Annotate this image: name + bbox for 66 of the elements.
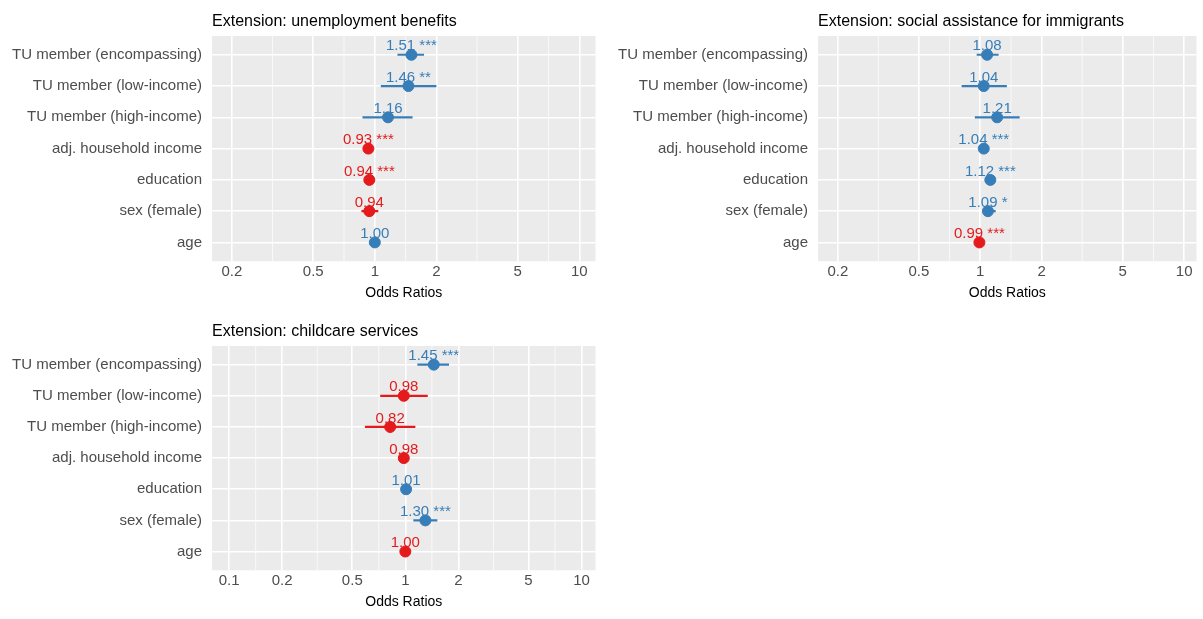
x-tick-label: 2 (454, 571, 463, 589)
data-label: 1.08 (972, 36, 1002, 54)
y-tick-label: TU member (high-income) (633, 107, 809, 125)
x-tick-label: 0.2 (271, 571, 293, 589)
x-tick-label: 5 (524, 571, 533, 589)
x-tick-label: 5 (513, 262, 522, 280)
y-tick-label: adj. household income (657, 138, 809, 156)
data-label: 1.04 (969, 67, 999, 85)
y-tick-label: TU member (high-income) (27, 107, 203, 125)
y-tick-label: adj. household income (51, 138, 203, 156)
y-tick-label: TU member (low-income) (638, 76, 809, 94)
x-tick-label: 0.2 (827, 262, 849, 280)
data-label: 0.94 *** (343, 161, 395, 179)
y-tick-label: TU member (high-income) (27, 417, 203, 435)
x-axis-title: Odds Ratios (968, 284, 1046, 301)
data-label: 1.21 (982, 98, 1012, 116)
y-tick-label: sex (female) (119, 201, 203, 219)
x-tick-label: 0.2 (221, 262, 243, 280)
y-tick-label: TU member (encompassing) (11, 44, 203, 62)
chart-title: Extension: childcare services (212, 322, 419, 339)
y-tick-label: education (136, 479, 203, 497)
data-label: 1.46 ** (385, 67, 432, 85)
data-label: 1.01 (391, 470, 421, 488)
data-label: 1.09 * (968, 192, 1008, 210)
y-tick-label: education (742, 170, 809, 188)
y-tick-label: TU member (encompassing) (617, 44, 809, 62)
x-tick-label: 2 (432, 262, 441, 280)
y-tick-label: TU member (encompassing) (11, 354, 203, 372)
data-label: 0.99 *** (953, 224, 1005, 242)
x-tick-label: 10 (573, 571, 590, 589)
data-label: 1.04 *** (958, 130, 1010, 148)
data-label: 0.93 *** (342, 130, 394, 148)
data-label: 0.98 (389, 377, 419, 395)
data-label: 1.16 (373, 98, 403, 116)
data-label: 1.00 (390, 533, 420, 551)
data-label: 0.98 (389, 439, 419, 457)
data-label: 0.94 (354, 192, 384, 210)
x-tick-label: 5 (1118, 262, 1127, 280)
x-tick-label: 0.5 (302, 262, 324, 280)
x-tick-label: 1 (370, 262, 379, 280)
y-tick-label: TU member (low-income) (32, 76, 203, 94)
x-tick-label: 10 (570, 262, 588, 280)
data-label: 1.45 *** (408, 346, 460, 364)
data-label: 1.00 (360, 224, 390, 242)
y-tick-label: education (136, 170, 203, 188)
x-tick-label: 10 (1175, 262, 1193, 280)
x-tick-label: 1 (976, 262, 985, 280)
y-tick-label: age (177, 232, 203, 250)
y-tick-label: sex (female) (725, 201, 809, 219)
chart-title: Extension: unemployment benefits (212, 12, 457, 29)
x-tick-label: 0.1 (218, 571, 240, 589)
x-tick-label: 0.5 (341, 571, 363, 589)
x-axis-title: Odds Ratios (365, 284, 443, 301)
data-label: 1.51 *** (385, 36, 438, 54)
x-tick-label: 2 (1037, 262, 1046, 280)
x-axis-title: Odds Ratios (365, 593, 443, 610)
y-tick-label: TU member (low-income) (32, 385, 203, 403)
y-tick-label: sex (female) (119, 510, 203, 528)
y-tick-label: age (783, 232, 809, 250)
x-tick-label: 0.5 (908, 262, 930, 280)
y-tick-label: age (177, 541, 203, 559)
y-tick-label: adj. household income (51, 448, 203, 466)
data-label: 0.82 (375, 408, 405, 426)
chart-title: Extension: social assistance for immigrants (818, 12, 1124, 29)
x-tick-label: 1 (401, 571, 410, 589)
data-label: 1.30 *** (399, 502, 452, 520)
